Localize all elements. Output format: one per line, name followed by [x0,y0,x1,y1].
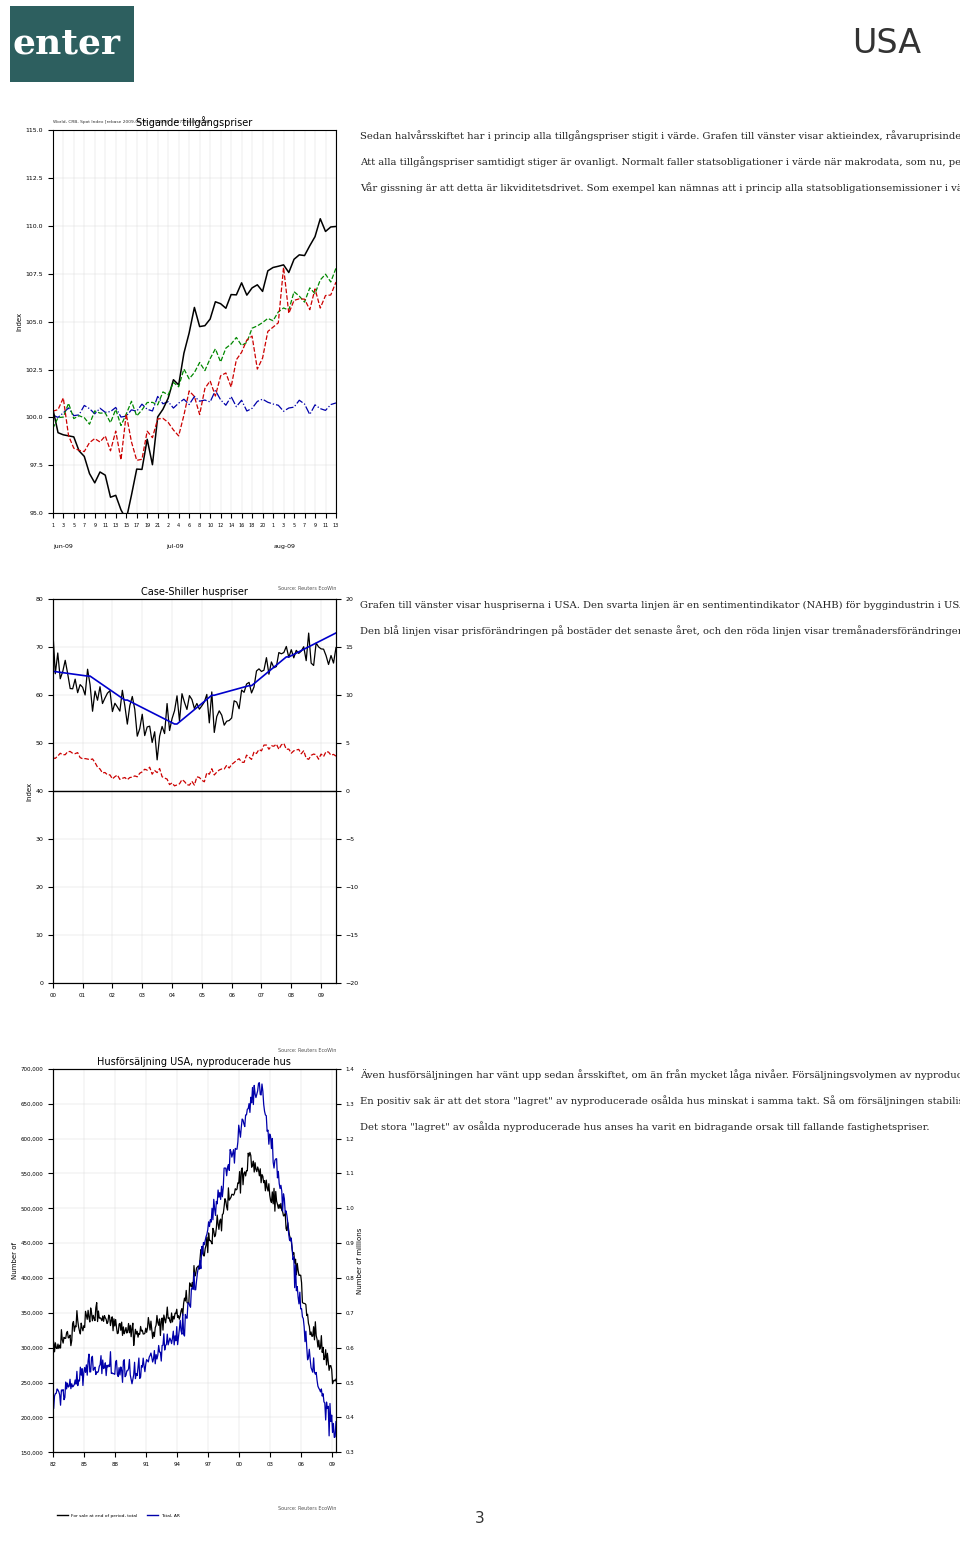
Y-axis label: Number of millions: Number of millions [357,1227,363,1294]
Legend: United States, CBOT, Dow Jones CBOT Treasury Index [rebase 2009-06-30 = 100.0], : United States, CBOT, Dow Jones CBOT Trea… [55,612,262,639]
Text: enter: enter [12,27,121,59]
Text: Även husförsäljningen har vänt upp sedan årsskiftet, om än från mycket låga nivå: Även husförsäljningen har vänt upp sedan… [360,1069,960,1131]
Legend: For sale at end of period, total, Total, AR: For sale at end of period, total, Total,… [55,1512,182,1520]
Text: Grafen till vänster visar huspriserna i USA. Den svarta linjen är en sentimentin: Grafen till vänster visar huspriserna i … [360,599,960,637]
Y-axis label: Number of: Number of [12,1243,17,1279]
Legend: Business Surveys, Construction Sector, NAHB, NAHB/Wells Fargo Housing Market Ind: Business Surveys, Construction Sector, N… [55,1069,272,1089]
Text: 3: 3 [475,1510,485,1526]
Text: jul-09: jul-09 [166,543,183,549]
Y-axis label: Index: Index [16,311,23,332]
Title: Husförsäljning USA, nyproducerade hus: Husförsäljning USA, nyproducerade hus [98,1056,291,1067]
Bar [10,6,134,81]
Text: jun-09: jun-09 [53,543,73,549]
Text: Sedan halvårsskiftet har i princip alla tillgångspriser stigit i värde. Grafen t: Sedan halvårsskiftet har i princip alla … [360,130,960,192]
Text: World, CRB, Spot Index [rebase 2009-06-30 = 100.0]    107,156/108284: World, CRB, Spot Index [rebase 2009-06-3… [53,121,209,124]
Y-axis label: Index: Index [27,781,33,801]
Title: Case-Shiller huspriser: Case-Shiller huspriser [141,587,248,598]
Text: Source: Reuters EcoWin: Source: Reuters EcoWin [277,585,336,592]
Text: USA: USA [852,27,922,59]
Text: aug-09: aug-09 [274,543,296,549]
Text: Source: Reuters EcoWin: Source: Reuters EcoWin [277,1506,336,1510]
Title: Stigande tillgångspriser: Stigande tillgångspriser [136,116,252,128]
Text: Source: Reuters EcoWin: Source: Reuters EcoWin [277,1049,336,1053]
